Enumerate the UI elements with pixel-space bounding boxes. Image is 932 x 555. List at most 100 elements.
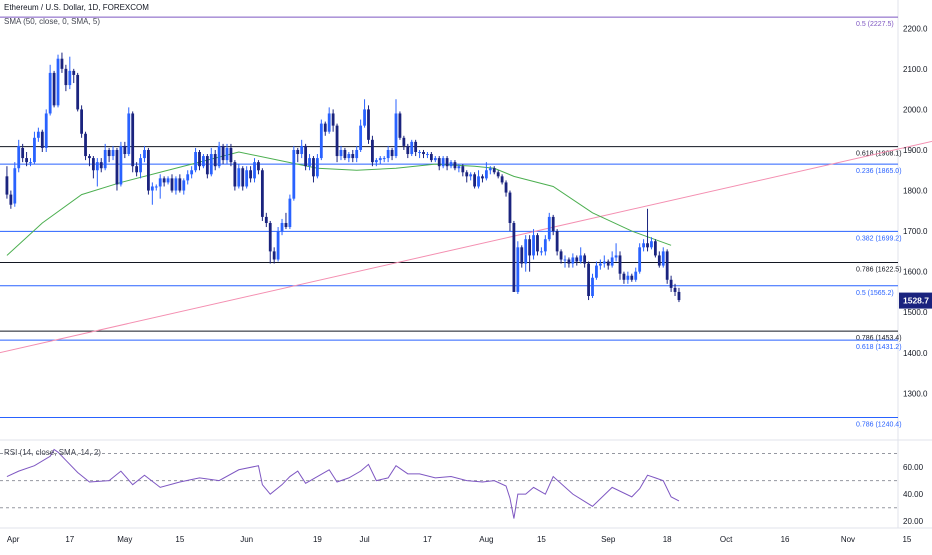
candle-body — [469, 174, 473, 177]
x-tick-label: 15 — [175, 535, 184, 544]
candle-body — [484, 170, 488, 179]
candle-body — [626, 275, 630, 280]
candle-body — [437, 158, 441, 167]
x-tick-label: 15 — [902, 535, 911, 544]
candle-body — [194, 152, 197, 171]
candle-body — [351, 154, 355, 159]
price-tick-label: 1700.0 — [903, 227, 928, 236]
candle-body — [642, 243, 645, 248]
candle-body — [382, 158, 386, 160]
candle-body — [441, 158, 445, 167]
fib-level-label: 0.5 (2227.5) — [856, 21, 894, 28]
x-tick-label: Oct — [720, 535, 733, 544]
candle-body — [327, 113, 331, 132]
candle-body — [272, 251, 276, 260]
candle-body — [410, 141, 414, 155]
candle-body — [288, 198, 292, 228]
candle-body — [583, 255, 587, 264]
x-tick-label: Jun — [240, 535, 253, 544]
candle-body — [567, 259, 571, 264]
candle-body — [367, 109, 370, 140]
candle-body — [516, 247, 520, 292]
candle-body — [95, 162, 99, 171]
candle-body — [602, 261, 606, 264]
x-tick-label: Apr — [7, 535, 20, 544]
candle-body — [29, 162, 32, 164]
candle-body — [394, 113, 398, 157]
candle-body — [473, 174, 476, 187]
x-tick-label: May — [117, 535, 132, 544]
price-tick-label: 2200.0 — [903, 24, 928, 33]
candle-body — [260, 170, 264, 217]
last-price-label: 1528.7 — [903, 296, 929, 306]
candle-body — [241, 168, 245, 187]
price-tick-label: 1300.0 — [903, 389, 928, 398]
rsi-line — [6, 448, 680, 519]
price-tick-label: 2100.0 — [903, 65, 928, 74]
candle-body — [500, 176, 504, 183]
candle-body — [543, 239, 547, 252]
candle-body — [76, 74, 80, 110]
fib-level-label: 0.618 (1908.1) — [856, 151, 902, 158]
candle-body — [123, 145, 127, 155]
price-tick-label: 1500.0 — [903, 308, 928, 317]
candle-body — [237, 168, 241, 187]
x-tick-label: Aug — [479, 535, 493, 544]
candle-body — [461, 166, 465, 173]
trendline — [0, 140, 932, 354]
candle-body — [166, 178, 170, 183]
candle-body — [347, 154, 351, 159]
candle-body — [579, 255, 583, 262]
candle-body — [84, 133, 87, 157]
candle-body — [606, 261, 610, 266]
candle-body — [131, 113, 135, 167]
candle-body — [673, 287, 677, 292]
candle-body — [249, 170, 252, 179]
candle-body — [445, 158, 449, 167]
candle-body — [449, 162, 453, 167]
candle-body — [245, 170, 249, 187]
candle-body — [300, 145, 304, 155]
candle-body — [453, 162, 457, 169]
candle-body — [68, 70, 72, 86]
candle-body — [488, 168, 492, 171]
candle-body — [528, 239, 532, 256]
candle-body — [414, 141, 418, 152]
candle-body — [524, 239, 528, 264]
x-tick-label: 16 — [781, 535, 790, 544]
candle-body — [202, 156, 205, 167]
candle-body — [418, 152, 421, 153]
candle-body — [406, 145, 410, 155]
candle-body — [127, 113, 131, 155]
candle-body — [402, 137, 406, 146]
candle-body — [355, 149, 359, 159]
x-tick-label: 15 — [537, 535, 546, 544]
candle-body — [610, 257, 614, 266]
candle-body — [284, 222, 288, 228]
candle-body — [308, 158, 311, 167]
candle-body — [229, 147, 233, 163]
candle-body — [646, 243, 649, 248]
candle-body — [359, 125, 363, 150]
candle-body — [532, 235, 535, 256]
sma-indicator-label: SMA (50, close, 0, SMA, 5) — [4, 17, 101, 26]
candle-body — [111, 149, 115, 157]
candle-body — [563, 259, 567, 261]
candle-body — [107, 149, 111, 157]
candle-body — [21, 147, 25, 159]
price-tick-label: 1900.0 — [903, 146, 928, 155]
candle-body — [150, 186, 154, 191]
candle-body — [162, 178, 166, 183]
candle-body — [103, 149, 107, 169]
candle-body — [36, 131, 40, 138]
candle-body — [371, 139, 374, 163]
candle-body — [40, 131, 44, 148]
candle-body — [661, 251, 665, 266]
fib-level-label: 0.236 (1865.0) — [856, 168, 902, 175]
candle-body — [143, 149, 146, 159]
candle-body — [17, 145, 21, 169]
x-tick-label: 19 — [313, 535, 322, 544]
candle-body — [638, 247, 642, 272]
candle-body — [304, 145, 308, 167]
